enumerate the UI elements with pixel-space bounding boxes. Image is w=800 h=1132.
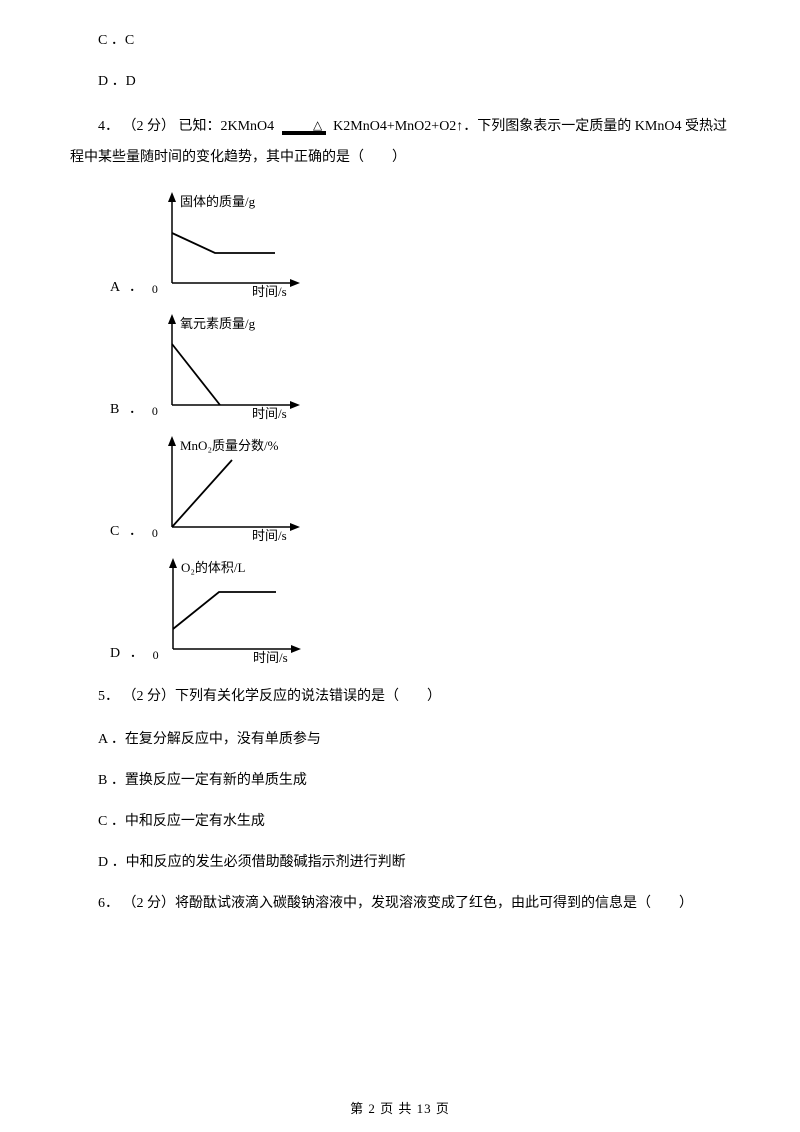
chart-c: MnO₂质量分数/% 时间/s (160, 432, 310, 542)
chart-d-svg: O₂的体积/L 时间/s (161, 554, 311, 664)
q5-option-a: A ．在复分解反应中，没有单质参与 (70, 729, 730, 750)
q5-stem: 5． （2 分）下列有关化学反应的说法错误的是（ ） (70, 686, 730, 707)
q4-option-b: B ． 0 氧元素质量/g 时间/s (70, 310, 730, 420)
q5-option-d: D ．中和反应的发生必须借助酸碱指示剂进行判断 (70, 852, 730, 873)
q3-option-d: D ．D (70, 71, 730, 92)
q4-pre-text: 已知：2KMnO4 (179, 119, 278, 134)
xlabel-c: 时间/s (252, 528, 287, 542)
q4-option-a: A ． 0 固体的质量/g 时间/s (70, 188, 730, 298)
option-label-a: A ． (110, 277, 146, 298)
chart-d: O₂的体积/L 时间/s (161, 554, 311, 664)
ylabel-d: O₂的体积/L (181, 560, 246, 575)
reaction-arrow: △ (282, 119, 326, 135)
xlabel-a: 时间/s (252, 284, 287, 298)
q4-stem: 4． （2 分） 已知：2KMnO4 △ K2MnO4+MnO2+O2↑．下列图… (70, 112, 730, 174)
origin-b: 0 (152, 402, 158, 420)
delta-symbol: △ (282, 119, 326, 131)
ylabel-c: MnO₂质量分数/% (180, 438, 279, 453)
ylabel-a: 固体的质量/g (180, 194, 256, 209)
q4-number: 4． (98, 119, 119, 134)
option-label-d: D ． (110, 643, 147, 664)
chart-a: 固体的质量/g 时间/s (160, 188, 310, 298)
q5-option-b: B ．置换反应一定有新的单质生成 (70, 770, 730, 791)
origin-a: 0 (152, 280, 158, 298)
xlabel-b: 时间/s (252, 406, 287, 420)
q5-option-c: C ．中和反应一定有水生成 (70, 811, 730, 832)
origin-c: 0 (152, 524, 158, 542)
chart-b: 氧元素质量/g 时间/s (160, 310, 310, 420)
q6-stem: 6． （2 分）将酚酞试液滴入碳酸钠溶液中，发现溶液变成了红色，由此可得到的信息… (70, 893, 730, 914)
q4-option-c: C ． 0 MnO₂质量分数/% 时间/s (70, 432, 730, 542)
chart-a-svg: 固体的质量/g 时间/s (160, 188, 310, 298)
option-label-b: B ． (110, 399, 146, 420)
chart-c-svg: MnO₂质量分数/% 时间/s (160, 432, 310, 542)
q4-points: （2 分） (123, 119, 176, 134)
q3-option-c: C ．C (70, 30, 730, 51)
page-footer: 第 2 页 共 13 页 (0, 1099, 800, 1119)
xlabel-d: 时间/s (253, 650, 288, 664)
ylabel-b: 氧元素质量/g (180, 316, 256, 331)
option-label-c: C ． (110, 521, 146, 542)
q4-option-d: D ． 0 O₂的体积/L 时间/s (70, 554, 730, 664)
chart-b-svg: 氧元素质量/g 时间/s (160, 310, 310, 420)
origin-d: 0 (153, 646, 159, 664)
